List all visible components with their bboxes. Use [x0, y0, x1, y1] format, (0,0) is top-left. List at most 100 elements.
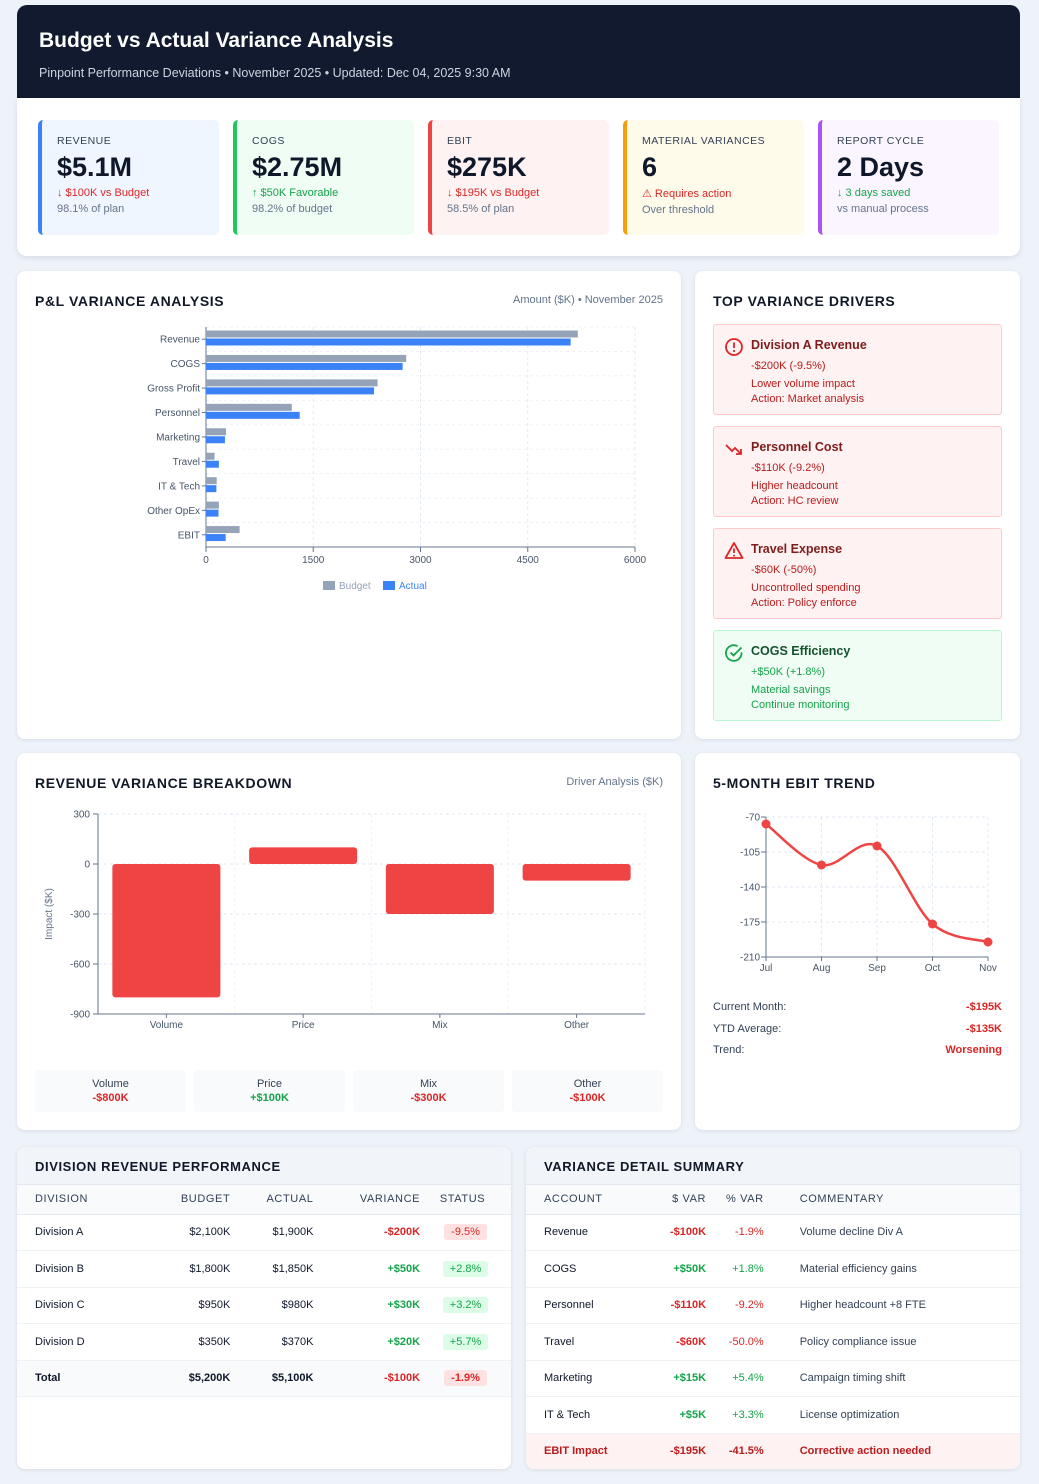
revenue-waterfall-chart: 300 0 -300 -600 -900 Impact ($K) Volume Price Mi…	[44, 810, 646, 1031]
division-table: DIVISION BUDGET ACTUAL VARIANCE STATUS Divis…	[17, 1185, 511, 1397]
driver-action: Action: Market analysis	[751, 393, 865, 405]
actual-bar	[206, 460, 219, 468]
account-cell: IT & Tech	[526, 1396, 651, 1434]
variance-driver-card: COGS Efficiency +$50K (+1.8%) Material sav…	[713, 630, 1002, 721]
pnl-bar-chart: 0 1500 3000 4500 6000 Revenue COGS Gross Profit…	[147, 326, 647, 592]
category-label: IT & Tech	[158, 481, 200, 492]
category-label: Travel	[173, 457, 200, 468]
variance-bar	[249, 847, 358, 864]
category-label: Personnel	[155, 408, 200, 419]
tile-label: Other	[573, 1078, 602, 1090]
dollar-variance-cell: -$195K	[650, 1433, 707, 1469]
legend-swatch	[323, 581, 335, 590]
dollar-variance-cell: -$100K	[650, 1214, 707, 1251]
dollar-variance-cell: +$5K	[650, 1396, 707, 1434]
table-row: Division B $1,800K $1,850K +$50K +2.8%	[17, 1250, 511, 1288]
ebit-stat-row: Current Month: -$195K	[713, 1001, 1002, 1013]
kpi-value: $2.75M	[252, 152, 343, 182]
dollar-variance-cell: -$60K	[650, 1323, 707, 1361]
driver-amount: -$110K (-9.2%)	[751, 462, 825, 474]
percent-variance-cell: -9.2%	[706, 1287, 764, 1324]
division-name: Division D	[17, 1323, 143, 1361]
actual-cell: $980K	[230, 1287, 314, 1324]
revbreak-subtitle: Driver Analysis ($K)	[566, 776, 663, 788]
driver-action: Action: Policy enforce	[751, 597, 857, 609]
kpi-note: 98.1% of plan	[57, 203, 125, 215]
kpi-value: $5.1M	[57, 152, 133, 182]
account-cell: Revenue	[526, 1214, 651, 1251]
status-badge: +3.2%	[442, 1297, 489, 1314]
budget-bar	[206, 379, 378, 387]
actual-bar	[206, 509, 219, 517]
division-name: Division C	[17, 1287, 143, 1324]
y-tick-label: -175	[740, 918, 760, 929]
account-cell: COGS	[526, 1250, 651, 1288]
variance-cell: +$30K	[313, 1287, 421, 1324]
kpi-card: MATERIAL VARIANCES 6 ⚠ Requires action Over…	[623, 120, 804, 235]
table-row: Personnel -$110K -9.2% Higher headcount +8 …	[526, 1287, 1020, 1324]
kpi-card: REVENUE $5.1M ↓ $100K vs Budget 98.1% of pl…	[38, 120, 219, 235]
x-tick-label: Nov	[979, 963, 997, 974]
ebit-stat-label: YTD Average:	[713, 1022, 782, 1035]
actual-cell: $1,900K	[230, 1214, 314, 1251]
x-tick-label: Aug	[813, 963, 831, 974]
tile-value: -$100K	[569, 1092, 606, 1104]
ebit-stat-row: YTD Average: -$135K	[713, 1023, 1002, 1035]
y-axis-label: Impact ($K)	[44, 888, 55, 940]
kpi-note: vs manual process	[837, 203, 929, 215]
percent-variance-cell: +3.3%	[706, 1396, 764, 1434]
pnl-variance-card: P&L VARIANCE ANALYSIS Amount ($K) • Nove…	[17, 271, 681, 739]
status-cell: +2.8%	[420, 1250, 511, 1288]
column-header: STATUS	[420, 1185, 511, 1215]
percent-variance-cell: +1.8%	[706, 1250, 764, 1288]
commentary-cell: Material efficiency gains	[763, 1250, 1020, 1288]
budget-bar	[206, 403, 292, 411]
actual-bar	[206, 411, 300, 419]
table-row: Marketing +$15K +5.4% Campaign timing shift	[526, 1360, 1020, 1397]
driver-reason: Higher headcount	[751, 480, 838, 492]
budget-bar	[206, 428, 227, 436]
column-header: ACTUAL	[230, 1185, 314, 1215]
y-tick-label: -300	[70, 910, 90, 921]
variance-driver-card: Travel Expense -$60K (-50%) Uncontrolled s…	[713, 528, 1002, 619]
dollar-variance-cell: -$110K	[650, 1287, 707, 1324]
kpi-card: REPORT CYCLE 2 Days ↓ 3 days saved vs manua…	[818, 120, 999, 235]
budget-cell: $350K	[142, 1323, 231, 1361]
x-tick-label: 6000	[624, 555, 647, 566]
driver-amount: -$200K (-9.5%)	[751, 360, 826, 372]
tile-label: Price	[256, 1078, 283, 1090]
detail-header-bar: VARIANCE DETAIL SUMMARY	[526, 1147, 1020, 1185]
division-name: Division A	[17, 1214, 143, 1251]
kpi-note: 98.2% of budget	[252, 203, 333, 215]
category-label: Mix	[432, 1020, 448, 1031]
ebit-stat-row: Trend: Worsening	[713, 1044, 1002, 1056]
x-tick-label: 4500	[517, 555, 540, 566]
variance-driver-card: Division A Revenue -$200K (-9.5%) Lower vo…	[713, 324, 1002, 415]
y-tick-label: -105	[740, 848, 760, 859]
category-label: Volume	[150, 1020, 184, 1031]
account-cell: EBIT Impact	[526, 1433, 651, 1469]
ebit-stat-value: Worsening	[945, 1044, 1002, 1056]
budget-cell: $1,800K	[142, 1250, 231, 1288]
x-tick-label: Sep	[868, 963, 886, 974]
kpi-label: REPORT CYCLE	[837, 135, 925, 147]
ebit-stat-value: -$135K	[965, 1022, 1002, 1035]
commentary-cell: Campaign timing shift	[763, 1360, 1020, 1397]
division-name: Division B	[17, 1250, 143, 1288]
alert-circle-icon	[724, 337, 744, 357]
kpi-card: EBIT $275K ↓ $195K vs Budget 58.5% of plan	[428, 120, 609, 235]
percent-variance-cell: -41.5%	[706, 1433, 764, 1469]
actual-cell: $5,100K	[230, 1360, 314, 1397]
kpi-delta: ↓ $100K vs Budget	[57, 187, 150, 199]
column-header: COMMENTARY	[763, 1185, 1020, 1215]
detail-title: VARIANCE DETAIL SUMMARY	[544, 1159, 745, 1174]
ebit-impact-row: EBIT Impact -$195K -41.5% Corrective action…	[526, 1433, 1020, 1469]
budget-cell: $950K	[142, 1287, 231, 1324]
actual-bar	[206, 534, 226, 542]
status-cell: +5.7%	[420, 1323, 511, 1361]
table-row: Division D $350K $370K +$20K +5.7%	[17, 1323, 511, 1361]
drivers-title: TOP VARIANCE DRIVERS	[713, 293, 896, 309]
legend-label: Budget	[339, 581, 371, 592]
pnl-title: P&L VARIANCE ANALYSIS	[35, 293, 225, 309]
